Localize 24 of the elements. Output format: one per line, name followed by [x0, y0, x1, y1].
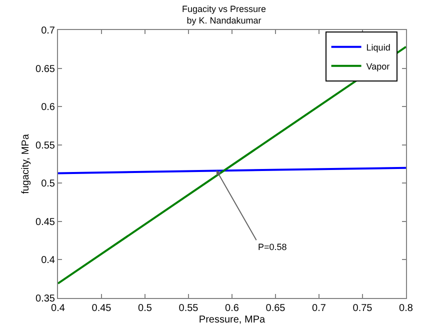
y-tick-label: 0.6: [41, 102, 56, 114]
y-tick-label: 0.45: [36, 216, 56, 228]
x-tick-label: 0.55: [178, 303, 199, 314]
x-tick-label: 0.75: [352, 303, 373, 314]
y-tick-label: 0.4: [41, 255, 56, 266]
annotation: P=0.58: [258, 242, 287, 252]
x-tick-label: 0.4: [51, 303, 66, 314]
y-tick-label: 0.7: [41, 26, 56, 36]
y-axis-title: fugacity, MPa: [20, 134, 32, 194]
y-tick-label: 0.35: [36, 294, 56, 304]
x-tick-label: 0.45: [92, 303, 112, 314]
y-tick-label: 0.5: [41, 178, 56, 190]
x-tick-label: 0.65: [266, 303, 286, 314]
legend-label: Vapor: [366, 61, 390, 72]
chart-title: Fugacity vs Pressure: [182, 4, 266, 14]
x-tick-label: 0.8: [399, 303, 414, 314]
x-tick-label: 0.6: [225, 303, 240, 314]
y-tick-label: 0.55: [36, 140, 56, 152]
x-tick-label: 0.7: [312, 303, 326, 314]
y-tick-label: 0.65: [36, 64, 56, 75]
x-tick-label: 0.5: [138, 303, 152, 314]
chart-subtitle: by K. Nandakumar: [186, 15, 262, 26]
x-axis-title: Pressure, MPa: [198, 314, 266, 326]
legend-label: Liquid: [366, 42, 390, 52]
